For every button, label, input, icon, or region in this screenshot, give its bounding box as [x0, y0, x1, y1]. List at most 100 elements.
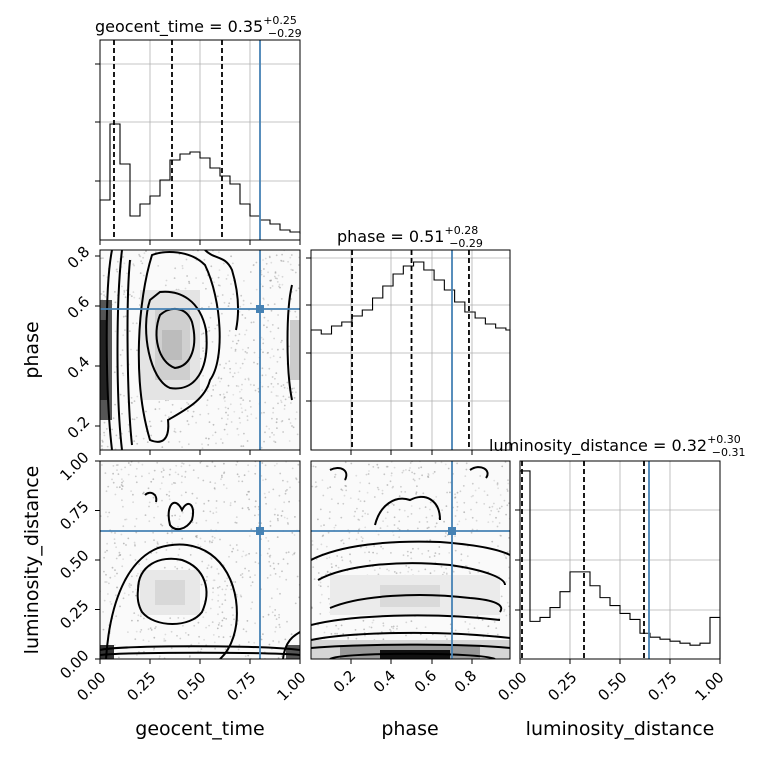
- scatter-point: [217, 377, 220, 380]
- scatter-point: [322, 494, 325, 497]
- scatter-point: [247, 470, 250, 473]
- scatter-point: [386, 465, 389, 468]
- scatter-point: [118, 551, 121, 554]
- scatter-point: [323, 631, 326, 634]
- scatter-point: [283, 408, 286, 410]
- scatter-point: [177, 617, 180, 619]
- scatter-point: [239, 305, 242, 308]
- scatter-point: [282, 395, 285, 398]
- scatter-point: [107, 593, 109, 595]
- scatter-point: [245, 553, 248, 556]
- scatter-point: [120, 468, 123, 471]
- scatter-point: [503, 610, 505, 613]
- scatter-point: [220, 478, 222, 481]
- scatter-point: [388, 569, 390, 572]
- scatter-point: [255, 261, 258, 264]
- scatter-point: [195, 502, 197, 504]
- scatter-point: [202, 510, 205, 513]
- scatter-point: [237, 371, 240, 374]
- scatter-point: [272, 640, 275, 642]
- scatter-point: [209, 607, 212, 610]
- scatter-point: [291, 269, 294, 271]
- scatter-point: [205, 579, 208, 582]
- scatter-point: [162, 467, 165, 470]
- scatter-point: [315, 485, 318, 488]
- scatter-point: [241, 555, 244, 558]
- scatter-point: [117, 464, 119, 466]
- scatter-point: [454, 515, 457, 517]
- scatter-point: [286, 387, 289, 390]
- scatter-point: [456, 462, 458, 465]
- scatter-point: [199, 461, 202, 464]
- scatter-point: [217, 408, 220, 410]
- scatter-point: [200, 648, 203, 650]
- scatter-point: [344, 461, 347, 464]
- scatter-point: [445, 572, 448, 575]
- scatter-point: [136, 654, 138, 656]
- scatter-point: [246, 415, 249, 418]
- scatter-point: [206, 399, 209, 402]
- scatter-point: [319, 581, 322, 584]
- hist-grid-luminosity-distance: [520, 461, 720, 659]
- scatter-point: [233, 372, 236, 374]
- scatter-point: [233, 410, 236, 413]
- scatter-point: [254, 622, 256, 625]
- x-tick-label-phase: 0.8: [451, 667, 481, 697]
- scatter-point: [290, 298, 293, 300]
- scatter-point: [217, 624, 220, 626]
- scatter-point: [125, 518, 128, 521]
- scatter-point: [452, 570, 455, 573]
- scatter-point: [252, 264, 255, 267]
- scatter-point: [138, 563, 141, 565]
- scatter-point: [179, 515, 181, 518]
- scatter-point: [288, 440, 291, 442]
- scatter-point: [108, 582, 110, 585]
- scatter-point: [358, 519, 361, 521]
- scatter-point: [277, 402, 279, 405]
- scatter-point: [337, 502, 339, 505]
- scatter-point: [498, 507, 501, 510]
- scatter-point: [241, 507, 244, 510]
- scatter-point: [263, 492, 266, 495]
- scatter-point: [187, 403, 190, 405]
- scatter-point: [230, 298, 232, 300]
- scatter-point: [224, 648, 227, 651]
- scatter-point: [454, 496, 456, 499]
- scatter-point: [223, 367, 226, 369]
- scatter-point: [390, 474, 393, 477]
- title-luminosity-distance: luminosity_distance = 0.32+0.30 −0.31: [489, 433, 746, 459]
- scatter-point: [224, 599, 227, 602]
- scatter-point: [188, 464, 191, 467]
- scatter-point: [209, 556, 212, 559]
- scatter-point: [173, 428, 176, 430]
- scatter-point: [274, 614, 276, 617]
- scatter-point: [277, 274, 280, 277]
- scatter-point: [417, 570, 420, 573]
- scatter-point: [141, 262, 144, 265]
- scatter-point: [206, 567, 209, 570]
- scatter-point: [383, 473, 386, 476]
- scatter-point: [135, 588, 137, 591]
- scatter-point: [208, 541, 211, 544]
- scatter-point: [240, 294, 243, 297]
- scatter-point: [241, 480, 244, 483]
- scatter-point: [274, 630, 277, 633]
- scatter-point: [217, 521, 219, 524]
- scatter-point: [218, 635, 220, 638]
- scatter-point: [350, 462, 353, 465]
- scatter-point: [412, 547, 414, 550]
- scatter-point: [217, 600, 220, 602]
- scatter-point: [263, 316, 266, 319]
- scatter-point: [462, 485, 465, 487]
- scatter-point: [244, 655, 247, 658]
- scatter-point: [212, 423, 215, 426]
- scatter-point: [416, 485, 418, 488]
- scatter-point: [261, 367, 264, 370]
- scatter-point: [409, 462, 412, 464]
- scatter-point: [278, 283, 281, 286]
- scatter-point: [491, 505, 494, 508]
- scatter-point: [180, 494, 183, 497]
- scatter-point: [240, 397, 243, 399]
- scatter-point: [153, 516, 156, 519]
- scatter-point: [119, 605, 121, 608]
